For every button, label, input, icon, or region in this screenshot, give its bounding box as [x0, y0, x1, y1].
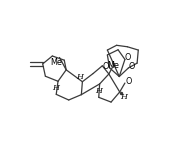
Text: O: O [125, 54, 131, 62]
Text: O: O [125, 77, 132, 86]
Text: H: H [120, 93, 127, 101]
Text: Me: Me [107, 61, 119, 70]
Text: H: H [95, 87, 102, 95]
Text: O: O [129, 62, 135, 71]
Text: O: O [103, 62, 109, 71]
Text: H: H [76, 73, 83, 80]
Text: Me: Me [50, 58, 62, 67]
Text: H: H [52, 84, 59, 92]
